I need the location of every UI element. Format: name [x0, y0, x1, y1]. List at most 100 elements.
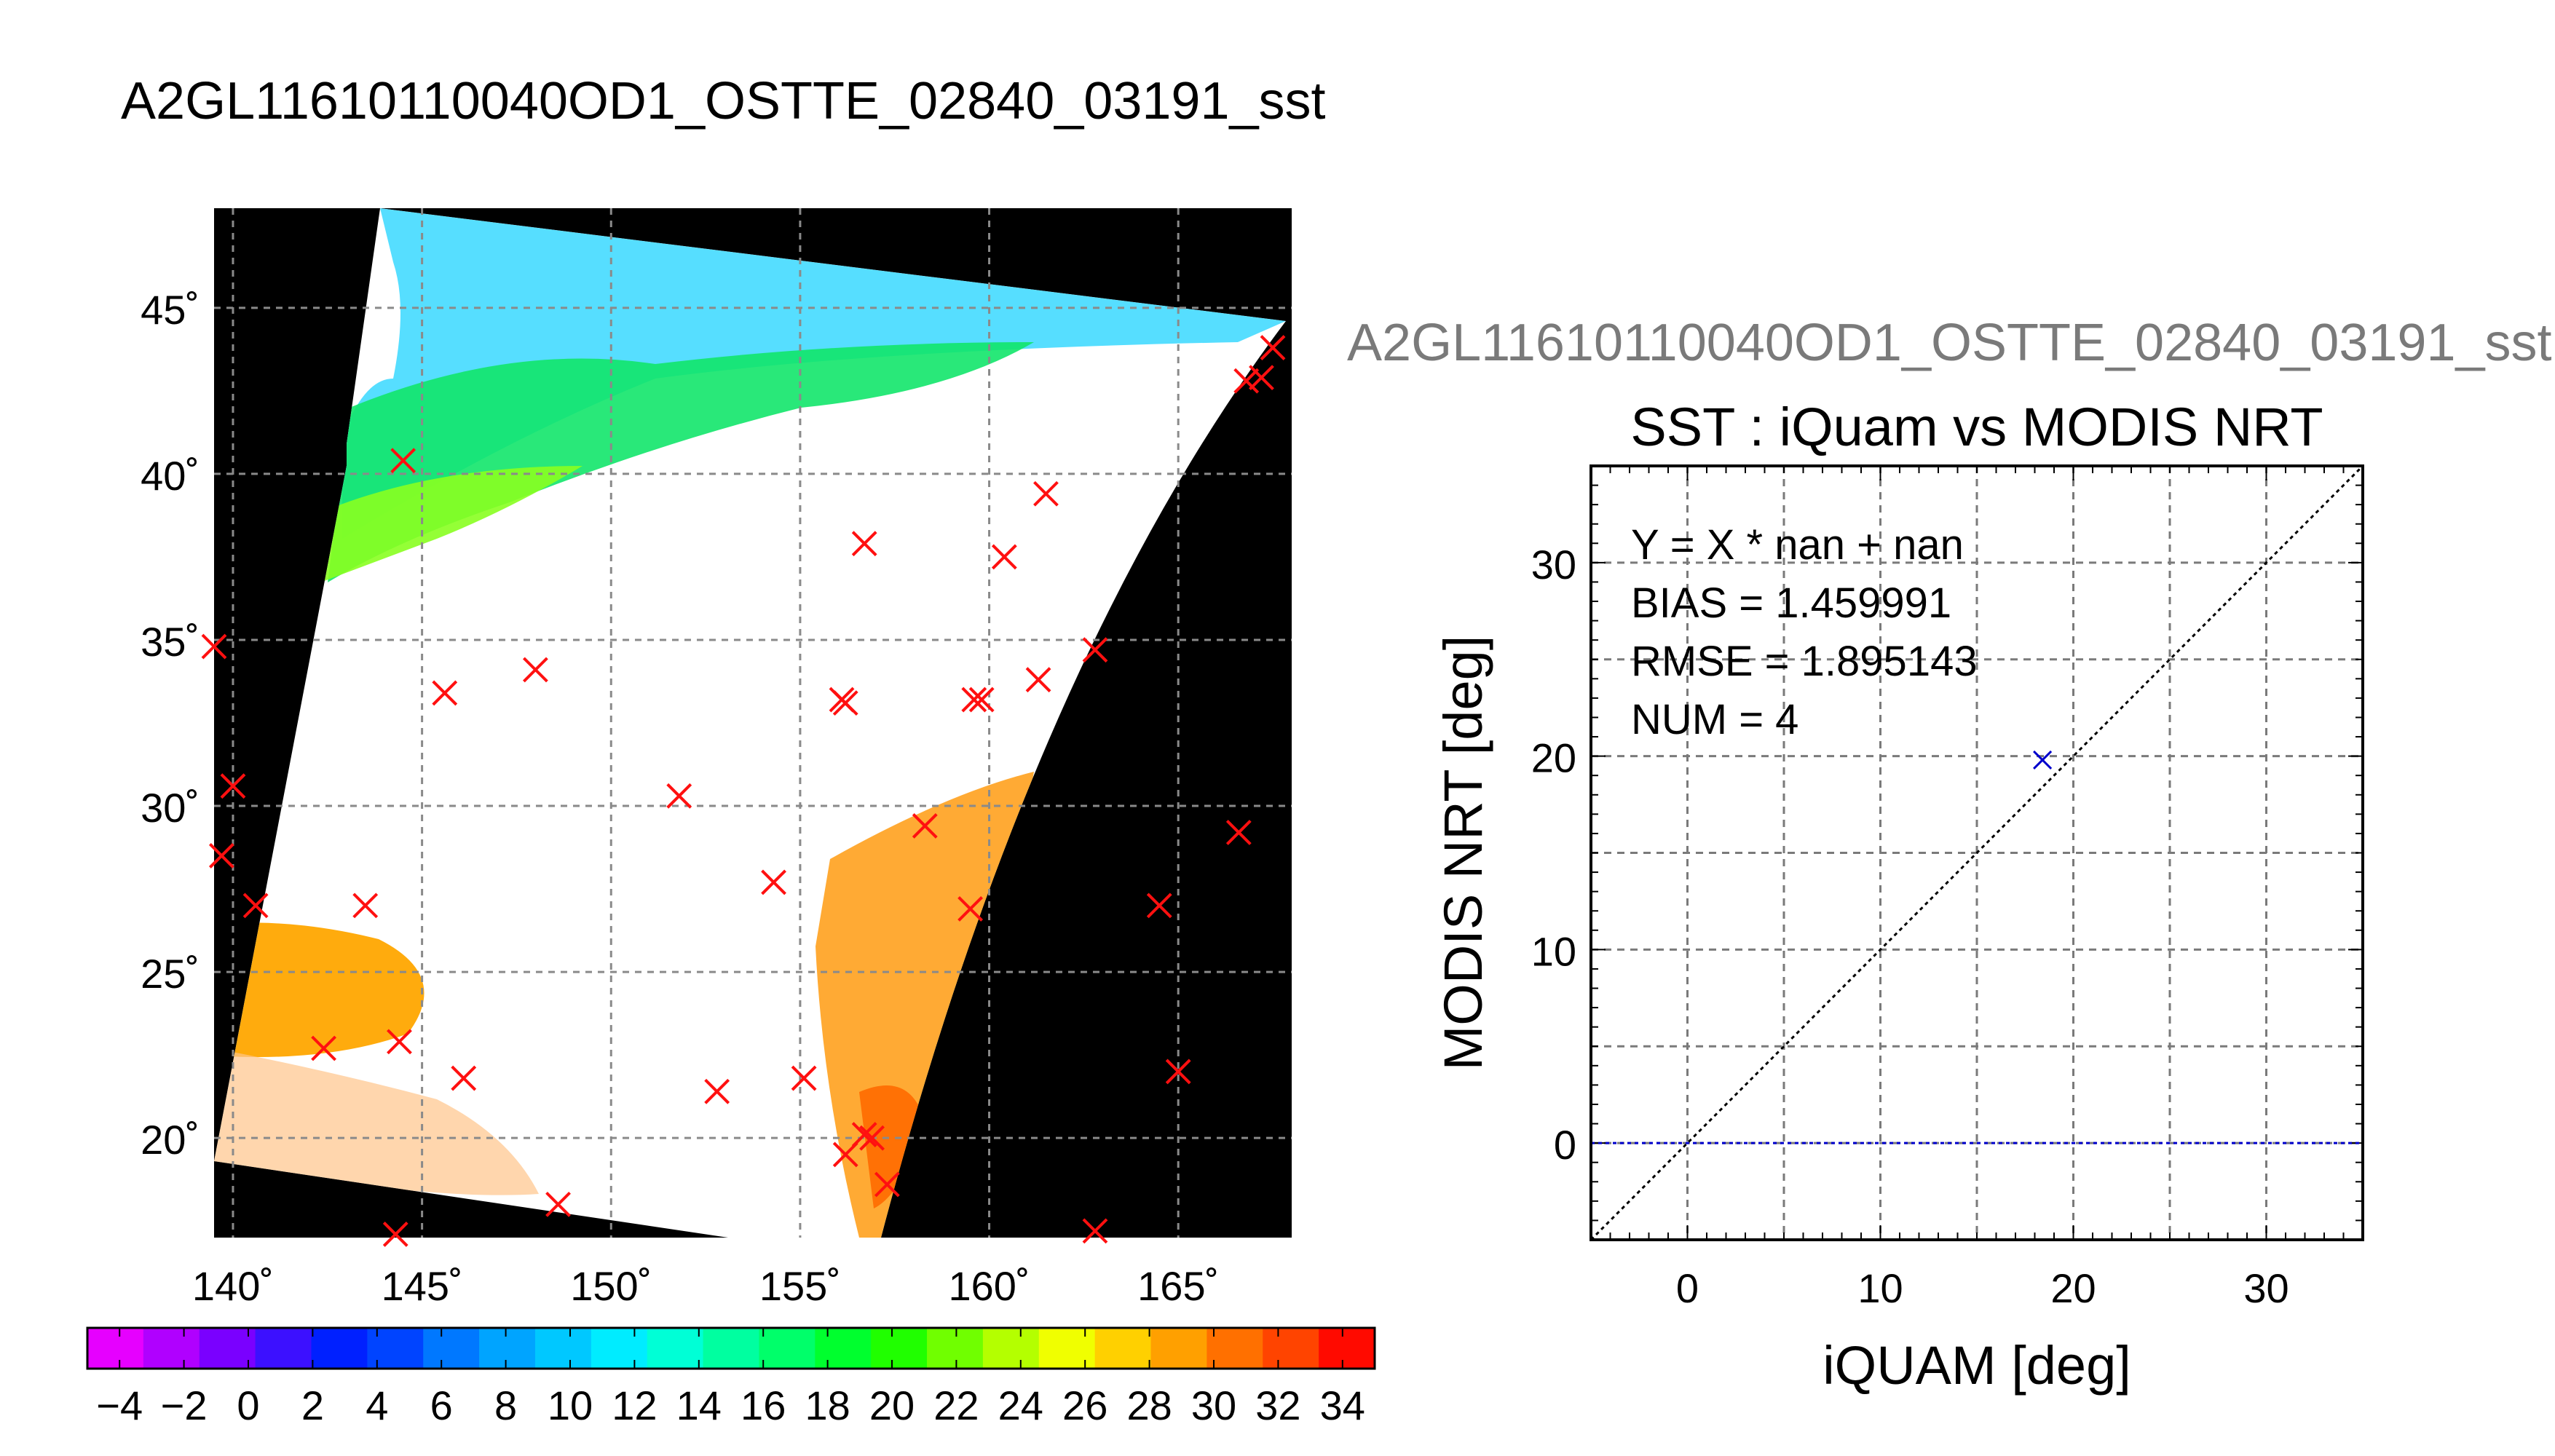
sst-match-marker	[832, 690, 858, 716]
sst-match-marker	[522, 657, 548, 683]
colorbar-swatch	[1263, 1328, 1320, 1369]
sst-match-marker	[1033, 480, 1059, 507]
map-lon-tick-label: 145˚	[382, 1263, 463, 1309]
map-lat-tick-label: 35˚	[141, 619, 200, 665]
colorbar-tick-label: 6	[430, 1382, 453, 1428]
map-lon-tick-label: 160˚	[949, 1263, 1030, 1309]
colorbar-swatch	[1150, 1328, 1208, 1369]
sst-match-marker	[1146, 893, 1172, 919]
map-lat-tick-label: 30˚	[141, 785, 200, 831]
colorbar-tick-label: 8	[494, 1382, 517, 1428]
sst-match-marker	[968, 687, 995, 713]
sst-match-marker	[1225, 820, 1252, 845]
colorbar-swatch	[199, 1328, 256, 1369]
colorbar-swatch	[703, 1328, 760, 1369]
sst-match-marker	[352, 893, 379, 919]
colorbar-swatch	[534, 1328, 592, 1369]
colorbar-swatch	[479, 1328, 536, 1369]
map-lat-tick-label: 20˚	[141, 1117, 200, 1163]
sst-match-marker	[851, 1122, 877, 1148]
sst-patch-southeast-hot	[859, 1085, 925, 1208]
sst-match-marker	[1082, 637, 1108, 663]
colorbar-tick-label: 32	[1255, 1382, 1300, 1428]
sst-patch-north-mid	[328, 342, 1034, 582]
sst-match-marker	[201, 633, 227, 660]
colorbar-swatch	[367, 1328, 424, 1369]
sst-patch-north-warm	[320, 466, 583, 582]
colorbar-tick-label: 18	[805, 1382, 850, 1428]
sst-match-marker	[666, 783, 692, 809]
sst-match-marker	[1233, 368, 1260, 394]
scatter-x-tick-label: 10	[1857, 1265, 1903, 1311]
sst-match-marker	[311, 1035, 337, 1061]
scatter-x-axis-label: iQUAM [deg]	[1823, 1335, 2131, 1396]
colorbar-tick-label: 2	[301, 1382, 324, 1428]
colorbar-tick-label: 24	[998, 1382, 1043, 1428]
sst-match-marker	[1249, 365, 1274, 391]
sst-match-marker	[851, 531, 877, 557]
sst-match-marker	[545, 1191, 571, 1217]
sst-match-marker	[791, 1065, 817, 1091]
sst-match-marker	[242, 893, 269, 919]
sst-patch-southwest-streaks	[214, 1048, 539, 1195]
colorbar-swatch	[1038, 1328, 1096, 1369]
scatter-y-axis-label: MODIS NRT [deg]	[1433, 636, 1493, 1071]
colorbar-swatch	[1094, 1328, 1152, 1369]
colorbar-swatch	[647, 1328, 704, 1369]
scatter-y-tick-label: 20	[1531, 735, 1576, 781]
map-lon-tick-label: 150˚	[570, 1263, 652, 1309]
sst-match-marker	[957, 896, 984, 922]
sst-match-marker	[1260, 335, 1286, 360]
colorbar-frame	[86, 1326, 1376, 1370]
sst-match-marker	[1025, 667, 1051, 693]
colorbar-tick-label: 20	[869, 1382, 915, 1428]
scatter-y-tick-label: 30	[1531, 542, 1576, 587]
sst-match-marker	[961, 687, 987, 713]
sst-match-marker	[208, 843, 234, 869]
colorbar-tick-label: 4	[366, 1382, 388, 1428]
sst-match-marker	[859, 1125, 885, 1151]
sst-match-marker	[874, 1171, 900, 1198]
colorbar-tick-label: −2	[161, 1382, 208, 1428]
colorbar-swatch	[1207, 1328, 1264, 1369]
scatter-y-tick-label: 0	[1554, 1122, 1576, 1168]
colorbar-swatch	[815, 1328, 872, 1369]
colorbar-tick-label: 12	[612, 1382, 657, 1428]
scatter-x-tick-label: 20	[2050, 1265, 2096, 1311]
colorbar-swatch	[311, 1328, 368, 1369]
scatter-file-title: A2GL11610110040OD1_OSTTE_02840_03191_sst	[1347, 314, 2552, 372]
colorbar-swatch	[982, 1328, 1040, 1369]
colorbar-swatch	[1319, 1328, 1375, 1369]
scatter-x-tick-label: 30	[2243, 1265, 2289, 1311]
map-title: A2GL11610110040OD1_OSTTE_02840_03191_sst	[121, 72, 1326, 130]
colorbar-swatch	[143, 1328, 200, 1369]
colorbar-tick-label: 10	[548, 1382, 593, 1428]
map-lon-tick-label: 155˚	[759, 1263, 841, 1309]
sst-match-marker	[451, 1065, 477, 1091]
colorbar-swatch	[871, 1328, 928, 1369]
map-lon-tick-label: 165˚	[1137, 1263, 1219, 1309]
map-lon-tick-label: 140˚	[192, 1263, 274, 1309]
colorbar-tick-label: 34	[1320, 1382, 1365, 1428]
sst-match-marker	[390, 448, 416, 474]
colorbar-tick-label: 0	[237, 1382, 259, 1428]
scatter-point	[2033, 750, 2053, 770]
sst-patch-north-cold	[342, 208, 1286, 539]
colorbar-swatch	[87, 1328, 144, 1369]
map-lat-tick-label: 45˚	[141, 287, 200, 333]
colorbar-swatch	[255, 1328, 312, 1369]
sst-match-marker	[704, 1078, 730, 1104]
sst-patch-southwest	[214, 922, 424, 1057]
colorbar-tick-label: 28	[1126, 1382, 1172, 1428]
scatter-stat-line: BIAS = 1.459991	[1631, 579, 1951, 627]
colorbar-tick-label: −4	[96, 1382, 143, 1428]
scatter-frame	[1590, 464, 2364, 1241]
map-lat-tick-label: 25˚	[141, 951, 200, 997]
sst-match-marker	[912, 812, 938, 839]
sst-match-marker	[1082, 1218, 1108, 1244]
sst-layer	[214, 208, 1286, 1238]
colorbar-tick-label: 22	[933, 1382, 979, 1428]
colorbar-tick-label: 14	[676, 1382, 722, 1428]
colorbar-swatch	[927, 1328, 984, 1369]
